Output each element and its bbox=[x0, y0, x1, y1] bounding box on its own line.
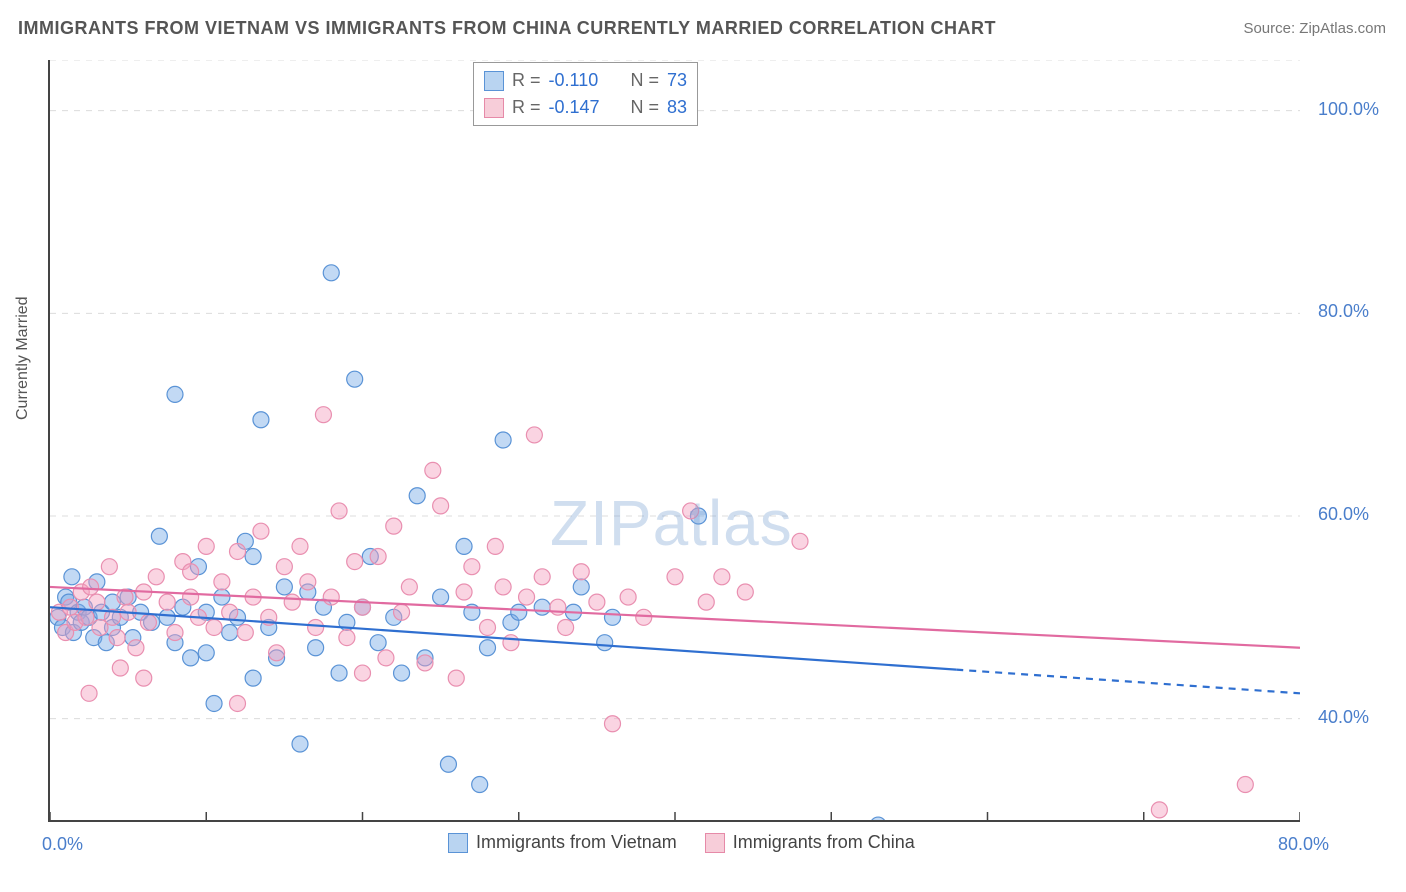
legend-label-vietnam: Immigrants from Vietnam bbox=[476, 832, 677, 853]
swatch-china bbox=[484, 98, 504, 118]
y-axis-label: Currently Married bbox=[14, 296, 32, 420]
source-label: Source: ZipAtlas.com bbox=[1243, 20, 1386, 37]
r-value-vietnam: -0.110 bbox=[549, 67, 613, 94]
n-value-china: 83 bbox=[667, 94, 687, 121]
y-tick-label: 40.0% bbox=[1318, 707, 1369, 728]
chart-root: IMMIGRANTS FROM VIETNAM VS IMMIGRANTS FR… bbox=[0, 0, 1406, 892]
stats-row-vietnam: R = -0.110 N = 73 bbox=[484, 67, 687, 94]
legend-label-china: Immigrants from China bbox=[733, 832, 915, 853]
legend-item-vietnam: Immigrants from Vietnam bbox=[448, 832, 677, 853]
x-tick-label: 0.0% bbox=[42, 834, 83, 855]
n-label: N = bbox=[631, 94, 660, 121]
legend-item-china: Immigrants from China bbox=[705, 832, 915, 853]
stats-legend: R = -0.110 N = 73 R = -0.147 N = 83 bbox=[473, 62, 698, 126]
r-label: R = bbox=[512, 94, 541, 121]
plot-svg bbox=[50, 60, 1300, 820]
r-label: R = bbox=[512, 67, 541, 94]
swatch-vietnam bbox=[484, 71, 504, 91]
stats-row-china: R = -0.147 N = 83 bbox=[484, 94, 687, 121]
plot-area: ZIPatlas bbox=[48, 60, 1300, 822]
y-tick-label: 80.0% bbox=[1318, 301, 1369, 322]
x-tick-label: 80.0% bbox=[1278, 834, 1329, 855]
legend-swatch-china bbox=[705, 833, 725, 853]
chart-title: IMMIGRANTS FROM VIETNAM VS IMMIGRANTS FR… bbox=[18, 18, 996, 39]
legend-swatch-vietnam bbox=[448, 833, 468, 853]
n-label: N = bbox=[631, 67, 660, 94]
r-value-china: -0.147 bbox=[549, 94, 613, 121]
y-tick-label: 60.0% bbox=[1318, 504, 1369, 525]
series-legend: Immigrants from Vietnam Immigrants from C… bbox=[448, 832, 915, 853]
n-value-vietnam: 73 bbox=[667, 67, 687, 94]
y-tick-label: 100.0% bbox=[1318, 99, 1379, 120]
